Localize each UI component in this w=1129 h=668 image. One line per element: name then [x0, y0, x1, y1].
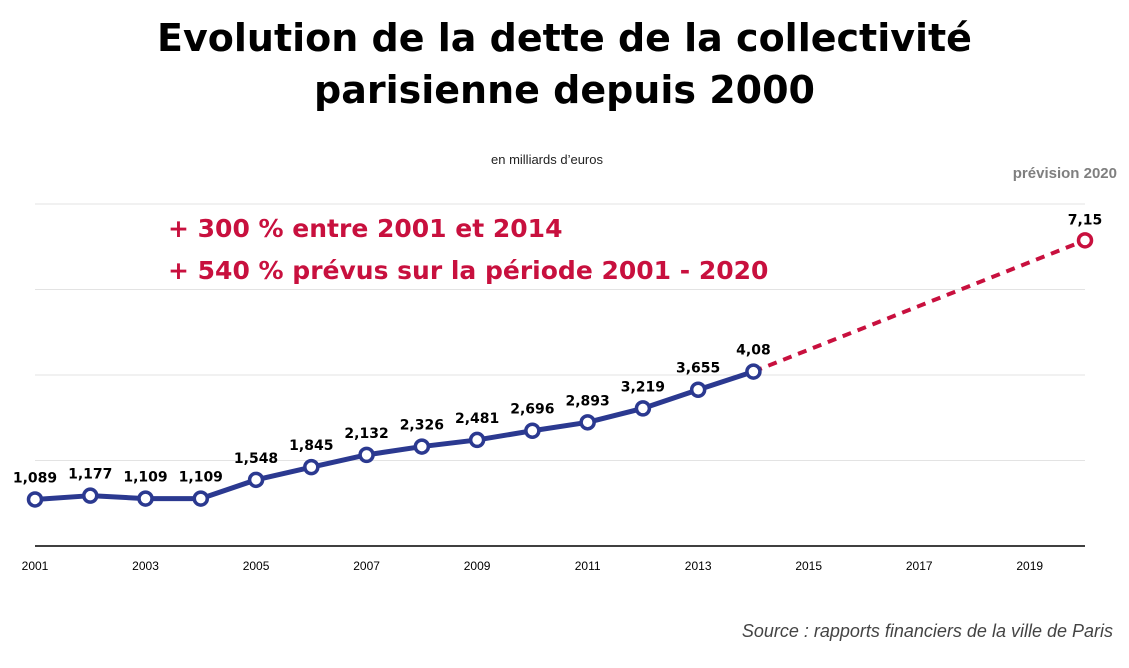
data-point — [192, 490, 210, 507]
data-label: 2,132 — [344, 426, 388, 442]
unit-note: en milliards d’euros — [491, 152, 603, 167]
data-point — [413, 438, 431, 455]
data-point — [303, 458, 320, 476]
x-tick-label: 2001 — [22, 559, 49, 573]
data-point — [579, 414, 596, 431]
data-point — [82, 487, 99, 504]
source-note: Source : rapports financiers de la ville… — [741, 621, 1113, 641]
data-point — [634, 400, 652, 417]
data-label: 2,326 — [400, 418, 444, 434]
x-tick-label: 2005 — [243, 559, 270, 573]
data-point — [524, 422, 541, 439]
forecast-series-line — [752, 238, 1086, 374]
x-tick-label: 2011 — [575, 559, 601, 573]
data-point — [745, 363, 762, 380]
chart-title-line-1: Evolution de la dette de la collectivité — [157, 16, 972, 60]
data-point — [689, 381, 707, 398]
data-label: 4,08 — [736, 343, 771, 359]
data-point — [26, 491, 44, 508]
x-tick-label: 2015 — [795, 559, 822, 573]
data-label: 1,109 — [179, 470, 223, 486]
data-label: 1,089 — [13, 470, 57, 486]
data-point — [358, 446, 375, 464]
forecast-data-label: 7,15 — [1068, 212, 1103, 228]
data-point — [468, 431, 486, 449]
data-label: 2,481 — [455, 411, 499, 427]
annotation-growth-2014: + 300 % entre 2001 et 2014 — [168, 214, 563, 243]
data-point — [247, 471, 265, 489]
data-label: 1,109 — [123, 470, 167, 486]
x-tick-label: 2003 — [132, 559, 159, 573]
forecast-label: prévision 2020 — [1012, 165, 1117, 182]
x-tick-label: 2013 — [685, 559, 712, 573]
data-label: 3,219 — [621, 379, 665, 395]
historical-series-line — [34, 369, 755, 502]
x-tick-label: 2019 — [1016, 559, 1043, 573]
annotation-growth-2020: + 540 % prévus sur la période 2001 - 202… — [168, 256, 769, 285]
chart-title: Evolution de la dette de la collectivité… — [0, 12, 1129, 116]
data-point — [137, 490, 154, 507]
data-label: 2,696 — [510, 402, 554, 418]
data-label: 1,177 — [68, 467, 112, 483]
data-label: 2,893 — [565, 393, 609, 409]
forecast-point — [1076, 232, 1094, 249]
data-label: 3,655 — [676, 361, 720, 377]
data-label: 1,548 — [234, 451, 278, 467]
x-tick-label: 2007 — [353, 559, 380, 573]
data-label: 1,845 — [289, 438, 333, 454]
x-tick-label: 2009 — [464, 559, 491, 573]
x-tick-label: 2017 — [906, 559, 933, 573]
chart-title-line-2: parisienne depuis 2000 — [314, 68, 815, 112]
